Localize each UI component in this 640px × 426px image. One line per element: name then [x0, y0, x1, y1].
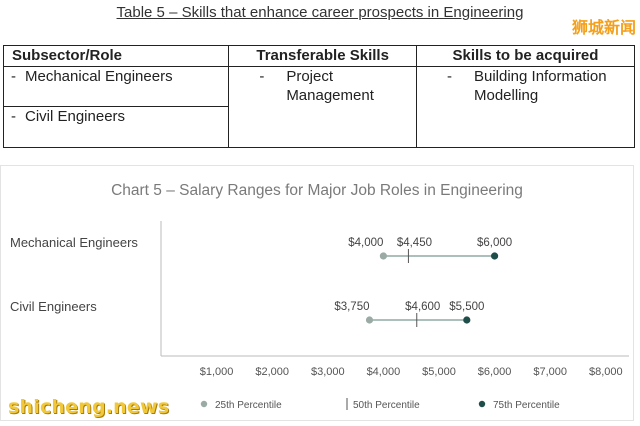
header-transferable-skills: Transferable Skills	[228, 45, 417, 67]
bullet-dash: -	[11, 68, 16, 85]
role-cell-mechanical: - Mechanical Engineers	[2, 66, 230, 107]
category-label-civil: Civil Engineers	[10, 299, 97, 314]
role-mechanical-engineers: Mechanical Engineers	[25, 68, 173, 85]
x-tick-label: $7,000	[533, 366, 567, 378]
p75-data-label: $6,000	[477, 237, 512, 249]
x-tick-label: $8,000	[589, 366, 623, 378]
skill-to-acquire-cell: - Building Information Modelling	[415, 66, 636, 148]
p25-point	[379, 252, 387, 260]
p50-data-label: $4,450	[397, 237, 432, 249]
x-tick-label: $1,000	[200, 366, 234, 378]
skill-building-information-modelling: Building Information Modelling	[473, 68, 607, 104]
table-title: Table 5 – Skills that enhance career pro…	[116, 4, 524, 21]
category-label-mechanical: Mechanical Engineers	[10, 235, 138, 250]
table-row: - Civil Engineers	[2, 106, 635, 148]
p75-point	[463, 316, 471, 324]
x-tick-label: $6,000	[478, 366, 512, 378]
table-header-row: Subsector/Role Transferable Skills Skill…	[2, 45, 636, 67]
bullet-dash: -	[259, 68, 265, 85]
legend-p75-marker	[478, 400, 486, 408]
chart-plot: $1,000 $2,000 $3,000 $4,000 $5,000 $6,000 $7,0…	[160, 221, 629, 411]
legend-p25-label: 25th Percentile	[215, 400, 282, 411]
chart-title: Chart 5 – Salary Ranges for Major Job Ro…	[111, 182, 523, 199]
skills-table: Subsector/Role Transferable Skills Skill…	[2, 45, 636, 148]
p25-data-label: $4,000	[348, 237, 383, 249]
watermark-english: shicheng.news	[8, 396, 170, 418]
header-skills-to-acquire: Skills to be acquired	[415, 45, 636, 67]
header-subsector-role: Subsector/Role	[2, 45, 230, 67]
p50-data-label: $4,600	[405, 301, 440, 313]
role-cell-civil: - Civil Engineers	[2, 106, 230, 148]
x-tick-label: $5,000	[422, 366, 456, 378]
p75-data-label: $5,500	[449, 301, 484, 313]
p75-point	[491, 252, 499, 260]
salary-chart: Chart 5 – Salary Ranges for Major Job Ro…	[0, 165, 634, 421]
bullet-dash: -	[11, 108, 16, 125]
legend-p25-marker	[200, 400, 208, 408]
transferable-skill-project-management: Project Management	[286, 68, 374, 104]
p25-point	[365, 316, 374, 324]
transferable-skill-cell: - Project Management	[228, 66, 417, 148]
x-tick-label: $3,000	[311, 366, 345, 378]
bullet-dash: -	[446, 68, 452, 85]
x-tick-label: $2,000	[255, 366, 289, 378]
table-row: - Mechanical Engineers - Project Managem…	[2, 66, 636, 148]
p25-data-label: $3,750	[334, 301, 369, 313]
watermark-chinese: 狮城新闻	[571, 18, 636, 37]
x-tick-label: $4,000	[367, 366, 401, 378]
legend-p50-label: 50th Percentile	[353, 400, 420, 411]
legend-p75-label: 75th Percentile	[493, 400, 560, 411]
role-civil-engineers: Civil Engineers	[25, 108, 126, 125]
